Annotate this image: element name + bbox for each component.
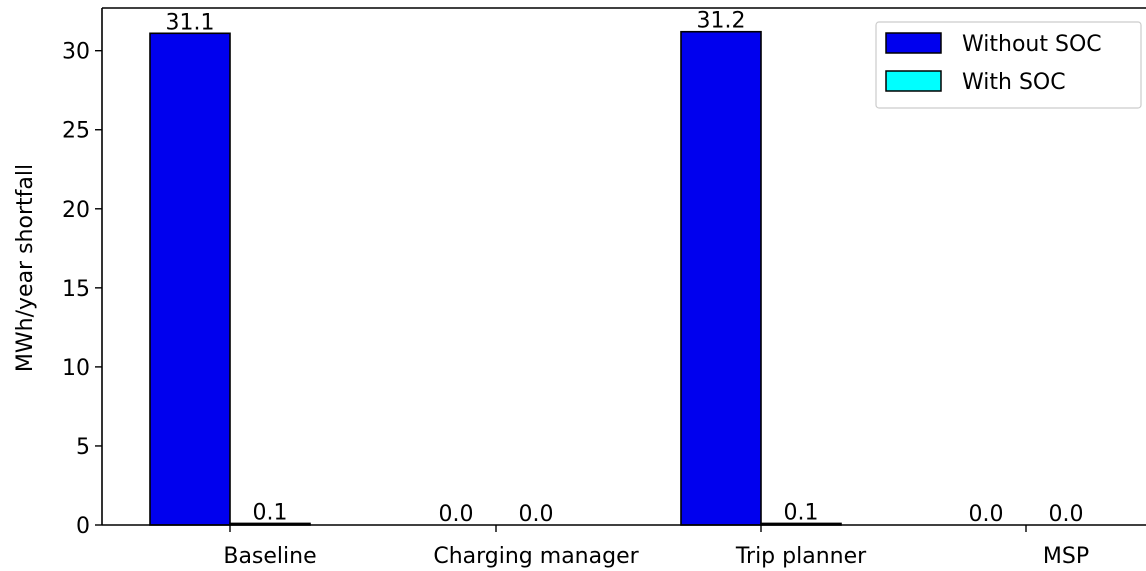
x-tick-label: Baseline (223, 544, 316, 569)
axes-layer: 0 5 10 15 20 25 30 Baseline Charging manager Trip… (62, 7, 1146, 569)
legend-frame (875, 21, 1142, 109)
bars-layer (149, 30, 842, 526)
data-label: 0.1 (784, 500, 819, 525)
y-tick-label: 0 (76, 514, 90, 539)
bar-without-soc-baseline (149, 32, 231, 526)
legend-label-without-soc: Without SOC (962, 32, 1102, 57)
y-tick-label: 10 (62, 356, 90, 381)
y-tick-label: 5 (76, 435, 90, 460)
y-tick-label: 30 (62, 40, 90, 65)
bar-without-soc-trip-planner (680, 30, 762, 526)
x-tick-label: MSP (1043, 544, 1089, 569)
legend-label-with-soc: With SOC (962, 70, 1066, 95)
legend: Without SOC With SOC (875, 21, 1142, 109)
y-tick-label: 25 (62, 119, 90, 144)
data-label: 0.0 (519, 502, 554, 527)
y-axis-label: MWh/year shortfall (13, 164, 38, 372)
legend-swatch-with-soc (885, 70, 942, 92)
data-label: 0.0 (969, 502, 1004, 527)
data-label: 31.2 (697, 9, 746, 34)
y-tick-label: 20 (62, 198, 90, 223)
data-label: 0.0 (1049, 502, 1084, 527)
legend-swatch-without-soc (885, 32, 942, 54)
data-labels-layer: 31.1 0.0 31.2 0.0 0.1 0.0 0.1 0.0 (166, 9, 1084, 527)
y-tick-label: 15 (62, 277, 90, 302)
x-tick-label: Trip planner (735, 544, 867, 569)
x-tick-label: Charging manager (433, 544, 639, 569)
data-label: 0.1 (253, 500, 288, 525)
data-label: 31.1 (166, 10, 215, 35)
data-label: 0.0 (439, 502, 474, 527)
